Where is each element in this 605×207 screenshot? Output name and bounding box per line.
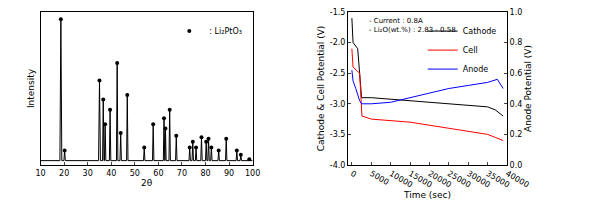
svg-text:25000: 25000	[446, 169, 473, 190]
svg-text:0.8: 0.8	[510, 38, 523, 47]
svg-text:- Current : 0.8A- Li₂O(wt.%) :: - Current : 0.8A- Li₂O(wt.%) : 2.83 - 0.…	[369, 17, 456, 34]
svg-text:80: 80	[200, 169, 210, 178]
svg-text:-2.0: -2.0	[330, 38, 346, 47]
svg-text:1.0: 1.0	[510, 8, 523, 17]
svg-text:Anode Potential (V): Anode Potential (V)	[523, 45, 533, 132]
svg-text:40000: 40000	[504, 169, 531, 190]
svg-text:30000: 30000	[465, 169, 492, 190]
svg-text:Time (sec): Time (sec)	[403, 190, 451, 200]
svg-text:35000: 35000	[485, 169, 512, 190]
svg-text:0.6: 0.6	[510, 69, 523, 78]
svg-text:-3.5: -3.5	[330, 130, 346, 139]
svg-text:0.2: 0.2	[510, 130, 523, 139]
svg-text:20000: 20000	[426, 169, 453, 190]
svg-text:2θ: 2θ	[141, 178, 153, 188]
svg-text:Cell: Cell	[463, 46, 478, 55]
svg-text:Intensity: Intensity	[26, 68, 36, 108]
svg-text:10: 10	[36, 169, 46, 178]
svg-text:: Li₂PtO₃: : Li₂PtO₃	[209, 27, 242, 36]
svg-text:Anode: Anode	[463, 65, 489, 74]
svg-text:100: 100	[245, 169, 260, 178]
svg-text:90: 90	[224, 169, 234, 178]
svg-text:-1.5: -1.5	[330, 8, 346, 17]
svg-text:0: 0	[349, 169, 358, 179]
svg-text:Cathode: Cathode	[463, 27, 497, 36]
svg-text:20: 20	[59, 169, 69, 178]
svg-text:60: 60	[153, 169, 163, 178]
svg-text:-2.5: -2.5	[330, 69, 346, 78]
svg-text:5000: 5000	[368, 169, 390, 187]
svg-text:0.0: 0.0	[510, 161, 523, 170]
svg-text:50: 50	[130, 169, 140, 178]
svg-text:0.4: 0.4	[510, 100, 523, 109]
svg-text:70: 70	[177, 169, 187, 178]
svg-text:Cathode & Cell Potential (V): Cathode & Cell Potential (V)	[316, 26, 326, 152]
svg-text:-3.0: -3.0	[330, 100, 346, 109]
svg-text:15000: 15000	[407, 169, 434, 190]
svg-text:10000: 10000	[388, 169, 415, 190]
svg-text:40: 40	[106, 169, 116, 178]
svg-text:-4.0: -4.0	[330, 161, 346, 170]
svg-text:30: 30	[83, 169, 93, 178]
